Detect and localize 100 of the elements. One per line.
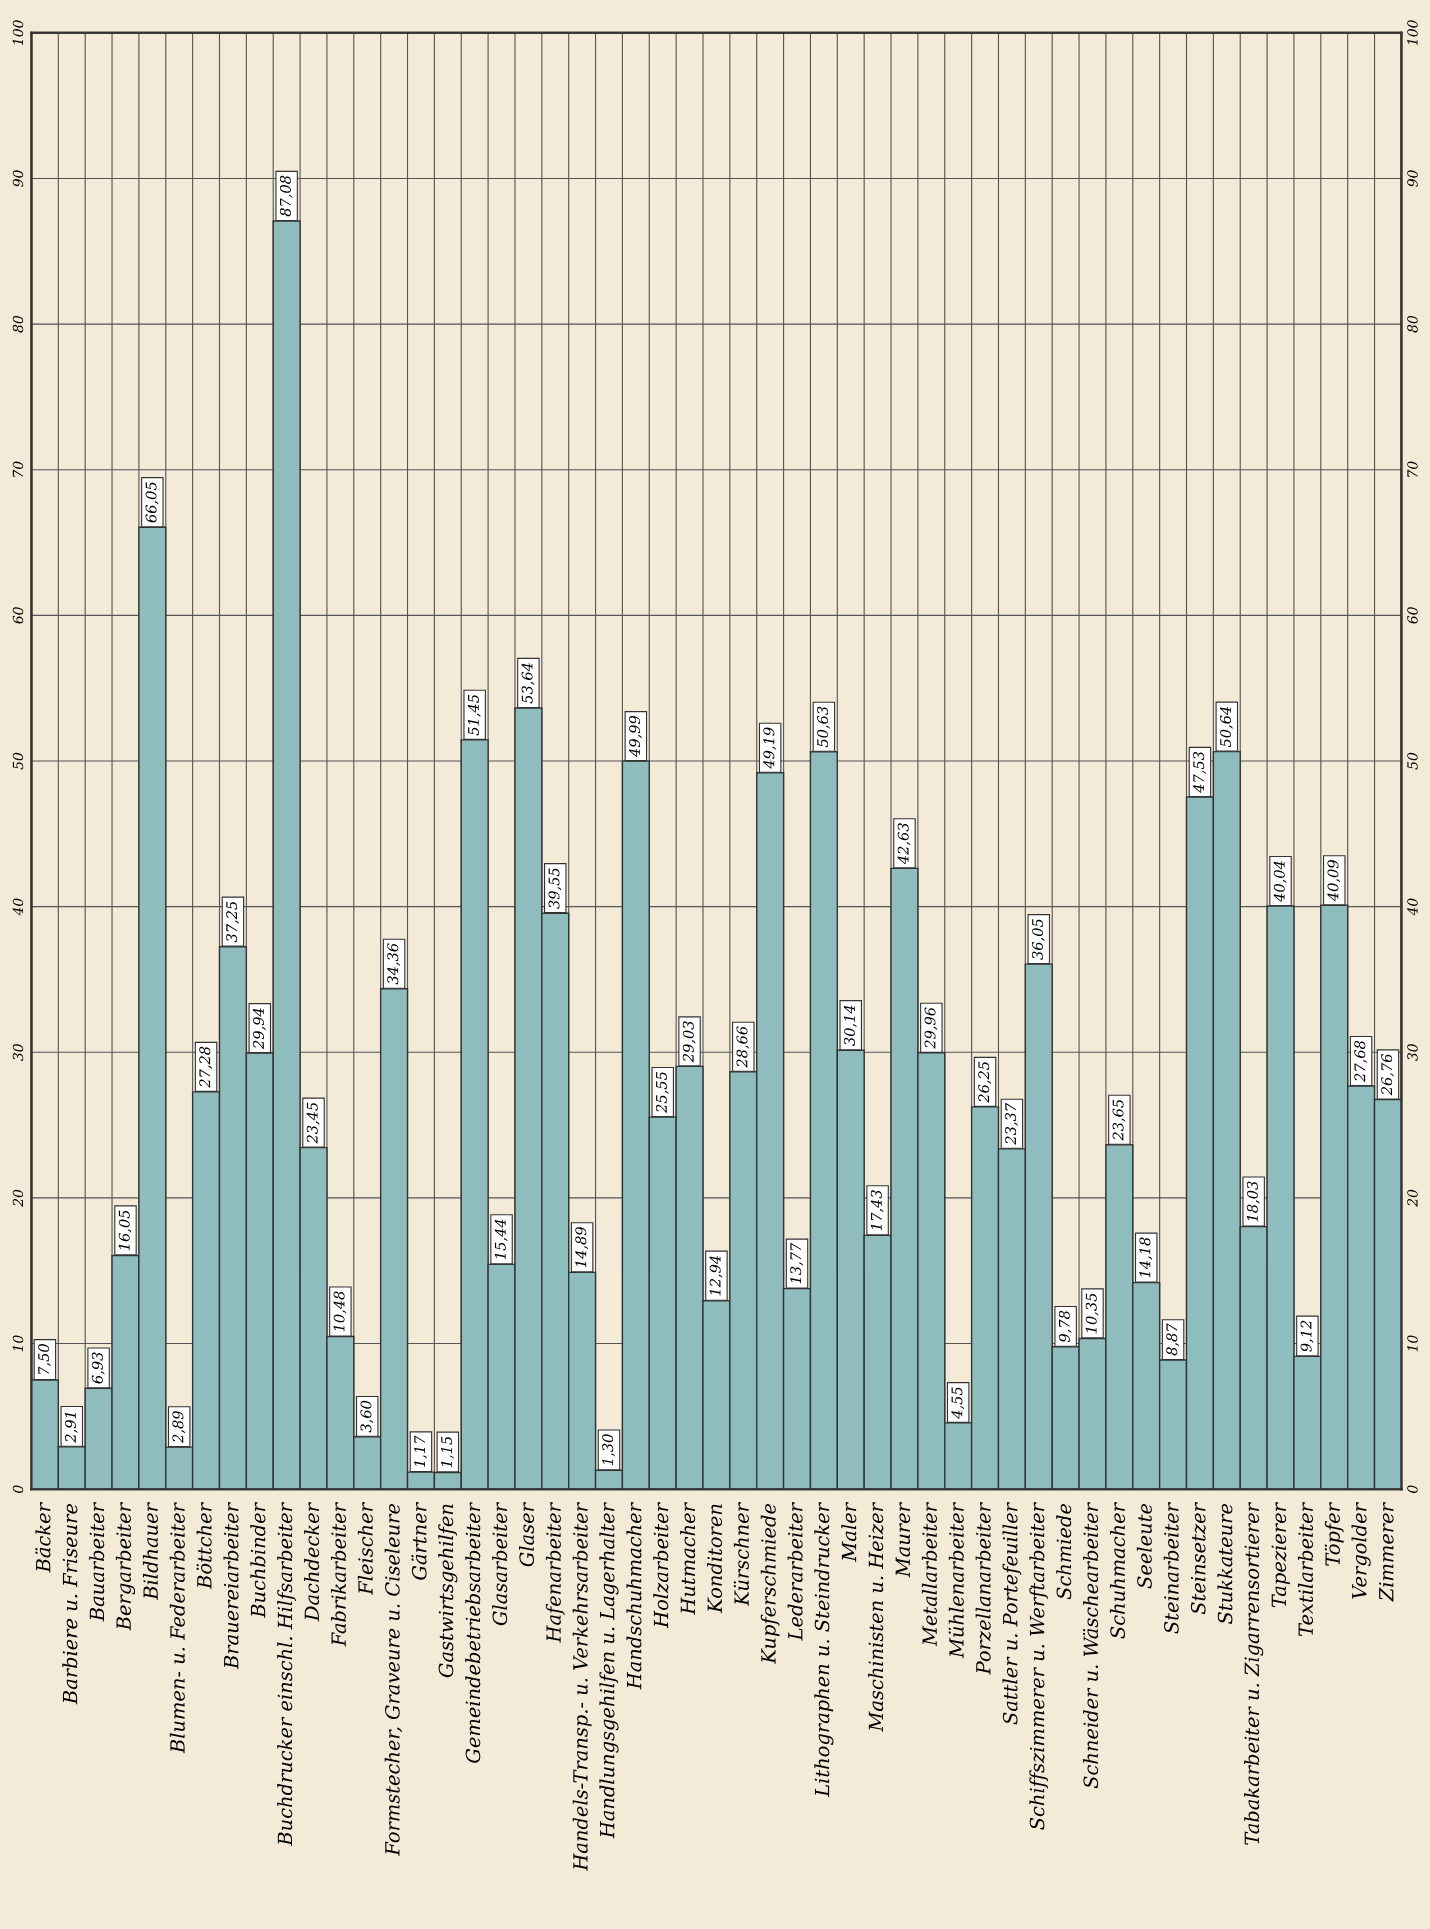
x-tick-label: Formstecher, Graveure u. Ciseleure [384, 1503, 403, 1856]
x-tick-label: Konditoren [707, 1504, 723, 1614]
x-tick-label: Schuhmacher [1109, 1502, 1125, 1639]
x-tick-label: Töpfer [1324, 1502, 1344, 1566]
x-tick-label: Handschuhmacher [626, 1502, 642, 1690]
data-label: 13,77 [790, 1242, 804, 1284]
data-label: 14,89 [575, 1227, 589, 1268]
x-tick-label: Kupferschmiede [760, 1503, 780, 1664]
x-tick-label: Metallarbeiter [921, 1502, 937, 1647]
y-tick-label: 80 [12, 315, 24, 333]
data-label: 29,94 [252, 1008, 266, 1050]
y2-tick-label: 40 [1407, 898, 1418, 916]
x-tick-label: Mühlenarbeiter [948, 1502, 964, 1659]
x-tick-label: Schiffszimmerer u. Werftarbeiter [1029, 1502, 1049, 1830]
x-tick-label: Maler [841, 1502, 857, 1562]
data-label: 16,05 [118, 1210, 132, 1251]
data-label: 14,18 [1139, 1237, 1153, 1278]
y-tick-label: 90 [12, 170, 24, 187]
data-label: 27,68 [1354, 1040, 1368, 1082]
data-label: 39,55 [548, 868, 562, 909]
x-tick-label: Seeleute [1136, 1503, 1152, 1589]
x-tick-label: Stukkateure [1217, 1503, 1233, 1624]
data-label: 17,43 [870, 1190, 884, 1231]
data-label: 10,35 [1085, 1293, 1099, 1334]
x-tick-label: Steinsetzer [1190, 1502, 1206, 1615]
data-label: 26,76 [1381, 1054, 1394, 1096]
data-label: 87,08 [279, 175, 293, 217]
data-label: 23,37 [1005, 1102, 1018, 1145]
x-tick-label: Kürschner [733, 1502, 749, 1606]
x-tick-label: Gastwirtsgehilfen [438, 1504, 458, 1678]
data-label: 7,50 [38, 1344, 51, 1375]
y2-tick-label: 70 [1407, 461, 1418, 477]
data-label: 1,17 [414, 1435, 427, 1467]
data-label: 2,89 [172, 1411, 186, 1443]
data-label: 1,15 [441, 1436, 454, 1468]
y2-tick-label: 100 [1407, 20, 1418, 46]
data-label: 27,28 [199, 1046, 213, 1088]
x-tick-label: Brauereiarbeiter [223, 1502, 239, 1670]
x-tick-label: Handels-Transp.- u. Verkehrsarbeiter [572, 1502, 592, 1871]
x-tick-label: Maschinisten u. Heizer [868, 1502, 884, 1732]
data-label: 6,93 [91, 1352, 105, 1384]
x-tick-label: Vergolder [1351, 1502, 1371, 1599]
data-label: 40,09 [1327, 860, 1341, 902]
x-tick-label: Hutmacher [680, 1502, 696, 1615]
data-label: 26,25 [978, 1061, 992, 1103]
data-label: 50,63 [817, 706, 830, 748]
y-tick-label: 50 [12, 752, 24, 770]
x-tick-label: Schmiede [1056, 1503, 1072, 1600]
x-tick-label: Gärtner [411, 1502, 427, 1580]
x-tick-label: Holzarbeiter [653, 1502, 669, 1629]
x-tick-label: Bildhauer [142, 1502, 158, 1600]
data-label: 29,03 [682, 1021, 696, 1063]
data-label: 49,19 [763, 727, 777, 769]
x-tick-label: Tabakarbeiter u. Zigarrensortierer [1244, 1502, 1264, 1845]
y2-tick-label: 10 [1407, 1335, 1418, 1352]
x-tick-label: Zimmerer [1379, 1502, 1394, 1602]
y-tick-label: 10 [12, 1335, 24, 1352]
data-label: 30,14 [843, 1005, 857, 1046]
x-tick-label: Bäcker [35, 1502, 51, 1573]
x-tick-label: Steinarbeiter [1163, 1502, 1179, 1634]
x-tick-label: Tapezierer [1271, 1502, 1290, 1608]
y-tick-label: 100 [12, 20, 24, 46]
data-label: 49,99 [629, 715, 642, 758]
x-tick-label: Barbiere u. Friseure [62, 1503, 78, 1705]
data-label: 23,45 [306, 1102, 320, 1144]
x-tick-label: Glasarbeiter [492, 1502, 508, 1626]
data-label: 15,44 [494, 1219, 508, 1260]
x-tick-label: Handlungsgehilfen u. Lagerhalter [599, 1502, 619, 1839]
x-tick-label: Porzellanarbeiter [975, 1502, 991, 1675]
x-tick-label: Böttcher [196, 1502, 212, 1590]
data-label: 2,91 [64, 1413, 78, 1443]
x-tick-label: Dachdecker [304, 1502, 320, 1622]
data-label: 25,55 [655, 1072, 669, 1113]
y2-tick-label: 20 [1407, 1189, 1418, 1207]
data-label: 1,30 [602, 1434, 615, 1466]
data-label: 18,03 [1246, 1181, 1260, 1222]
x-tick-label: Textilarbeiter [1297, 1502, 1314, 1637]
data-label: 9,78 [1058, 1310, 1072, 1343]
y-tick-label: 30 [12, 1044, 24, 1061]
data-label: 12,94 [709, 1255, 723, 1296]
y2-tick-label: 50 [1407, 752, 1418, 770]
data-label: 3,60 [360, 1400, 374, 1433]
y2-tick-label: 90 [1407, 170, 1418, 187]
data-label: 53,64 [521, 663, 535, 704]
data-label: 47,53 [1193, 751, 1206, 793]
x-tick-label: Bergarbeiter [115, 1502, 136, 1631]
x-tick-label: Blumen- u. Federarbeiter [169, 1502, 185, 1754]
x-tick-label: Gemeindebetriebsarbeiter [465, 1502, 481, 1763]
y-tick-label: 70 [12, 461, 24, 477]
data-label: 4,55 [951, 1387, 965, 1419]
y-tick-label: 20 [12, 1189, 24, 1207]
x-tick-label: Glaser [518, 1502, 535, 1567]
x-tick-label: Lederarbeiter [787, 1502, 803, 1641]
y-tick-label: 0 [12, 1485, 24, 1493]
data-label: 36,05 [1031, 919, 1045, 960]
data-label: 66,05 [145, 482, 159, 523]
x-tick-label: Bauarbeiter [89, 1502, 105, 1622]
data-label: 40,04 [1273, 861, 1287, 902]
y2-tick-label: 60 [1407, 607, 1418, 624]
x-tick-label: Fabrikarbeiter [330, 1502, 347, 1647]
